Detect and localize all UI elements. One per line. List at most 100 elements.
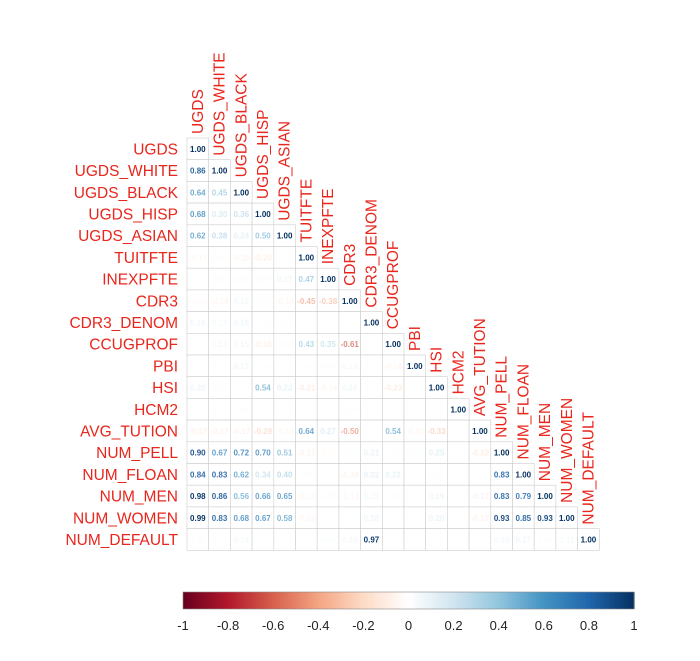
legend-color-segment: [230, 592, 234, 609]
cell-value: -0.15: [232, 253, 251, 262]
cell-value: 0.11: [559, 535, 575, 544]
legend-color-segment: [519, 592, 522, 609]
cell-value: 1.00: [472, 427, 488, 436]
cell-value: 0.97: [364, 535, 380, 544]
row-label: NUM_MEN: [100, 489, 178, 506]
legend-color-segment: [528, 592, 531, 609]
legend-color-segment: [627, 592, 631, 609]
cell-value: 0.12: [212, 318, 228, 327]
legend-color-segment: [615, 592, 619, 609]
cell-value: 0.02: [407, 535, 423, 544]
legend-color-segment: [379, 592, 383, 609]
cell-value: -0.07: [319, 449, 338, 458]
cell-value: 0.04: [407, 449, 423, 458]
cell-value: 0.14: [233, 535, 249, 544]
legend-color-segment: [397, 592, 401, 609]
column-label: CDR3: [342, 244, 359, 286]
legend-color-segment: [624, 592, 628, 609]
legend-color-segment: [329, 592, 333, 609]
cell-value: 1.00: [277, 232, 293, 241]
cell-value: -0.17: [297, 449, 316, 458]
cell-value: 1.00: [233, 188, 249, 197]
legend-color-segment: [318, 592, 322, 609]
legend-color-segment: [609, 592, 613, 609]
cell-value: 0.04: [429, 470, 445, 479]
legend-color-segment: [557, 592, 561, 609]
legend-tick-label: -0.8: [217, 618, 239, 633]
legend-color-segment: [392, 592, 396, 609]
legend-color-segment: [525, 592, 529, 609]
column-label: INEXPFTE: [320, 188, 337, 264]
legend-tick-label: -0.4: [307, 618, 329, 633]
legend-color-segment: [261, 592, 265, 609]
cell-value: 0.04: [255, 362, 271, 371]
cell-value: 1.00: [190, 145, 206, 154]
column-label: AVG_TUTION: [472, 318, 489, 416]
cell-value: 0.21: [364, 449, 380, 458]
cell-value: -0.17: [189, 427, 208, 436]
cell-value: 0.15: [233, 297, 249, 306]
cell-value: -0.17: [471, 514, 490, 523]
legend-color-segment: [606, 592, 610, 609]
cell-value: 0.66: [255, 492, 271, 501]
legend-color-segment: [451, 592, 455, 609]
legend-color-segment: [212, 592, 216, 609]
cell-value: 0.01: [385, 535, 401, 544]
legend-color-segment: [597, 592, 601, 609]
cell-value: 0.03: [277, 362, 293, 371]
cell-value: 0.05: [277, 318, 293, 327]
column-label: NUM_MEN: [537, 403, 554, 481]
column-label: PBI: [407, 326, 424, 351]
legend-color-segment: [446, 592, 450, 609]
cell-value: 1.00: [516, 470, 532, 479]
cell-value: 0.45: [212, 188, 228, 197]
legend-color-segment: [232, 592, 236, 609]
legend-color-segment: [413, 592, 416, 609]
legend-tick-label: 1: [630, 618, 637, 633]
legend-color-segment: [275, 592, 279, 609]
legend-color-segment: [444, 592, 448, 609]
legend-color-segment: [532, 592, 536, 609]
legend-color-segment: [422, 592, 425, 609]
cell-value: 0.30: [212, 210, 228, 219]
legend-tick-label: 0: [405, 618, 412, 633]
cell-value: 1.00: [255, 210, 271, 219]
legend-color-segment: [602, 592, 606, 609]
cell-value: 0.18: [364, 514, 380, 523]
cell-value: 0.85: [516, 514, 532, 523]
cell-value: 0.02: [320, 318, 336, 327]
cell-value: 0.02: [450, 514, 466, 523]
cell-value: 0.06: [190, 535, 206, 544]
legend-color-segment: [288, 592, 292, 609]
legend-color-segment: [367, 592, 371, 609]
row-label: PBI: [153, 358, 178, 375]
cell-value: 0.99: [190, 514, 206, 523]
cell-value: 0.35: [320, 340, 336, 349]
cell-value: 1.00: [429, 384, 445, 393]
cell-value: 0.03: [407, 492, 423, 501]
legend-color-segment: [512, 592, 516, 609]
legend-color-segment: [340, 592, 344, 609]
row-labels: UGDS UGDS_WHITE UGDS_BLACK UGDS_HISP UGDS_AS…: [65, 141, 178, 549]
legend-color-segment: [286, 592, 290, 609]
legend-color-segment: [534, 592, 538, 609]
cell-value: 0.83: [212, 514, 228, 523]
cell-value: -0.33: [427, 427, 446, 436]
row-label: UGDS_ASIAN: [78, 228, 178, 245]
legend-color-segment: [620, 592, 624, 609]
row-label: CDR3: [136, 293, 178, 310]
cell-value: 0.03: [450, 535, 466, 544]
cell-value: 0.56: [233, 492, 249, 501]
legend-color-segment: [568, 592, 572, 609]
cell-value: 1.00: [212, 167, 228, 176]
legend-color-segment: [298, 592, 301, 609]
legend-color-segment: [295, 592, 299, 609]
legend-color-segment: [462, 592, 466, 609]
legend-color-segment: [629, 592, 633, 609]
cell-value: 0.38: [212, 232, 228, 241]
cell-value: 0.02: [364, 405, 380, 414]
cell-value: 0.04: [299, 362, 315, 371]
legend-color-segment: [406, 592, 410, 609]
heatmap-cells: 1.00 0.86 1.00 0.64 0.45 1.00 0.68 0.30 0.36 1.00…: [186, 137, 600, 551]
cell-value: 0.04: [342, 514, 358, 523]
